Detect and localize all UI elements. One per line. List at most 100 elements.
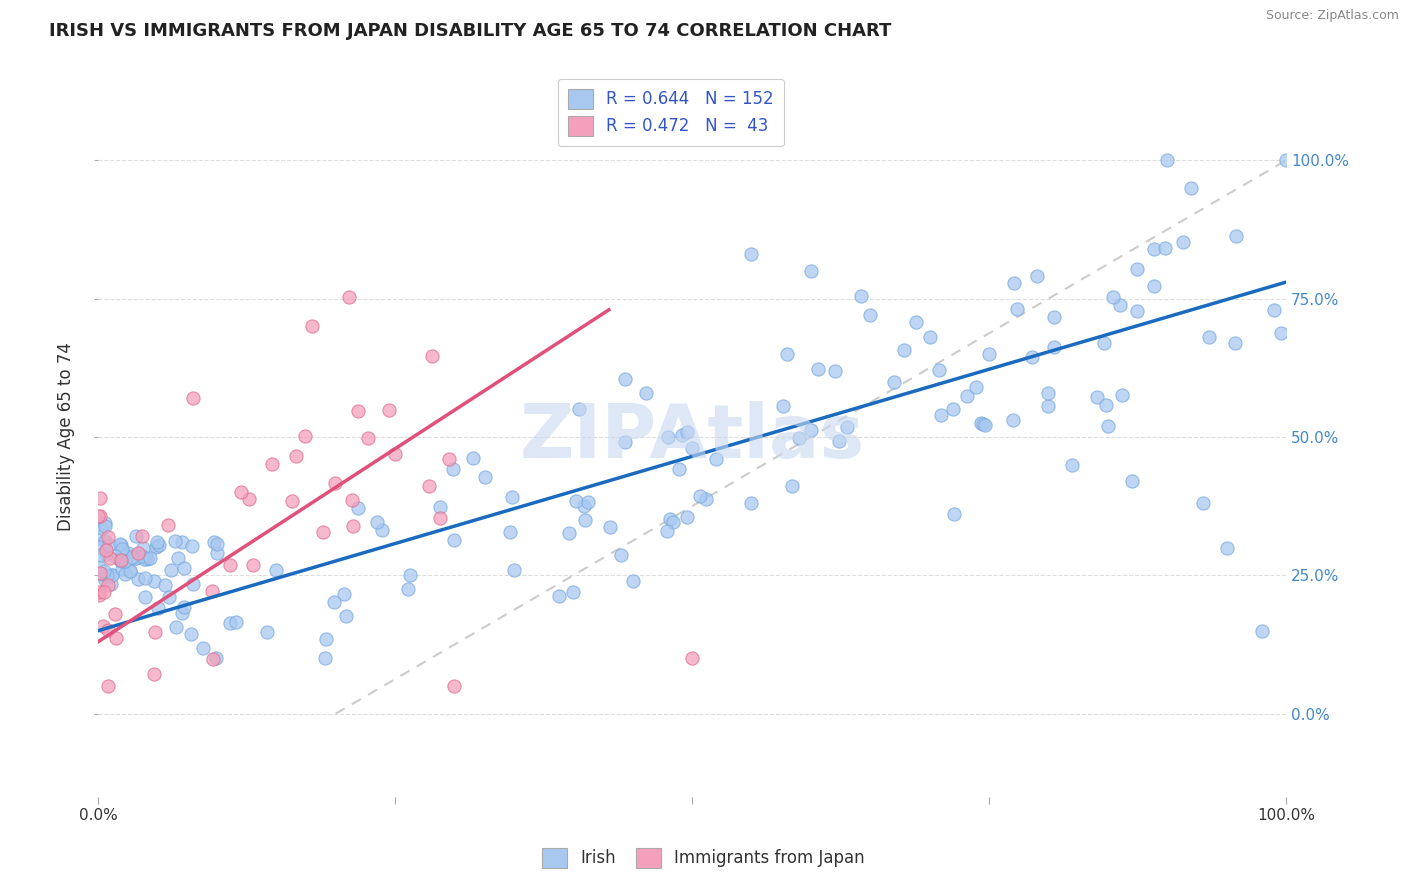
Point (547, 590, 569, 604)
Point (973, 417, 995, 432)
Point (114, 554, 136, 568)
Point (429, 500, 451, 514)
Point (87, 540, 110, 554)
Point (610, 549, 633, 563)
Point (928, 363, 950, 377)
Point (262, 457, 284, 471)
Point (146, 539, 169, 553)
Point (740, 496, 762, 510)
Point (110, 554, 132, 568)
Point (97, 578, 120, 592)
Point (322, 595, 344, 609)
Point (315, 632, 337, 647)
Point (942, 402, 965, 417)
Point (87, 588, 110, 602)
Point (972, 417, 994, 432)
Point (370, 524, 392, 538)
Point (681, 441, 703, 455)
Point (671, 428, 693, 442)
Point (120, 564, 142, 578)
Point (1156, 153, 1178, 168)
Point (333, 587, 356, 601)
Point (173, 561, 195, 575)
Point (104, 631, 127, 645)
Point (776, 347, 799, 361)
Point (787, 431, 810, 445)
Point (689, 489, 711, 503)
Point (621, 574, 644, 588)
Point (100, 567, 122, 582)
Point (219, 558, 242, 573)
Point (1043, 310, 1066, 324)
Point (107, 552, 129, 566)
Point (977, 347, 1000, 361)
Point (205, 546, 228, 560)
Point (1038, 399, 1060, 413)
Point (676, 509, 699, 524)
Point (1042, 340, 1064, 354)
Point (1026, 268, 1049, 283)
Point (98, 551, 121, 566)
Point (111, 542, 134, 557)
Point (378, 403, 401, 417)
Point (301, 319, 323, 334)
Point (1097, 419, 1119, 434)
Point (160, 563, 183, 577)
Point (170, 607, 193, 621)
Point (1126, 262, 1149, 277)
Point (1270, 326, 1292, 341)
Point (335, 609, 357, 624)
Point (782, 479, 804, 493)
Point (157, 590, 180, 604)
Y-axis label: Disability Age 65 to 74: Disability Age 65 to 74 (58, 343, 75, 532)
Point (148, 538, 170, 552)
Point (1223, 335, 1246, 350)
Point (443, 533, 465, 548)
Point (1275, 153, 1298, 168)
Point (337, 290, 360, 304)
Point (173, 600, 195, 615)
Point (658, 512, 681, 526)
Point (87, 585, 110, 599)
Point (1180, 181, 1202, 195)
Point (131, 529, 153, 543)
Point (824, 364, 846, 378)
Point (929, 408, 952, 422)
Point (97, 538, 120, 552)
Point (441, 462, 464, 476)
Point (883, 375, 905, 389)
Point (167, 550, 190, 565)
Point (1225, 228, 1247, 243)
Point (136, 550, 159, 565)
Point (155, 578, 177, 592)
Point (127, 572, 149, 586)
Point (139, 551, 162, 566)
Point (565, 494, 588, 508)
Point (225, 615, 247, 629)
Point (181, 539, 204, 553)
Point (96, 568, 118, 582)
Point (807, 362, 830, 376)
Point (614, 372, 637, 386)
Point (740, 247, 762, 261)
Point (89, 508, 111, 523)
Point (219, 616, 242, 631)
Point (439, 452, 461, 467)
Point (1085, 390, 1108, 404)
Point (294, 429, 316, 443)
Point (284, 449, 307, 463)
Point (429, 511, 451, 525)
Point (501, 490, 523, 504)
Point (576, 494, 599, 508)
Point (96, 547, 118, 561)
Point (100, 577, 122, 591)
Point (117, 545, 139, 559)
Point (574, 513, 596, 527)
Text: IRISH VS IMMIGRANTS FROM JAPAN DISABILITY AGE 65 TO 74 CORRELATION CHART: IRISH VS IMMIGRANTS FROM JAPAN DISABILIT… (49, 22, 891, 40)
Point (346, 501, 368, 516)
Point (1154, 241, 1177, 255)
Point (202, 535, 225, 549)
Point (558, 526, 581, 541)
Point (1191, 496, 1213, 510)
Point (657, 430, 679, 444)
